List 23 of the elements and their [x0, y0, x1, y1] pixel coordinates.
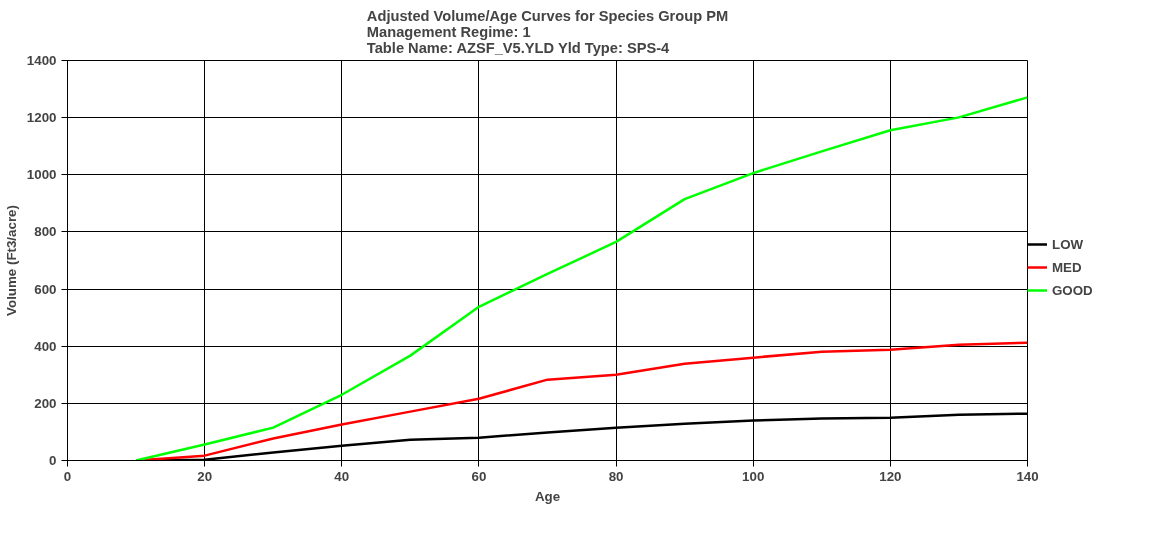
y-tick-label: 600: [34, 281, 57, 297]
x-tick-label: 140: [1016, 468, 1039, 484]
x-tick-label: 40: [334, 468, 350, 484]
y-tick-label: 200: [34, 395, 57, 411]
x-tick-label: 60: [471, 468, 487, 484]
legend-label: GOOD: [1052, 282, 1093, 298]
chart-subtitle: Management Regime: 1 Table Name: AZSF_V5.YLD Yld Type: SPS-4: [366, 23, 671, 56]
y-tick-label: 1200: [26, 110, 57, 126]
y-tick-label: 800: [34, 224, 57, 240]
chart-title: Adjusted Volume/Age Curves for Species Group PM: [366, 7, 729, 24]
x-tick-label: 20: [197, 468, 213, 484]
x-axis-title: Age: [534, 488, 561, 504]
x-tick-label: 100: [742, 468, 765, 484]
y-tick-label: 1000: [26, 167, 57, 183]
x-tick-label: 0: [63, 468, 72, 484]
x-tick-label: 120: [879, 468, 902, 484]
y-tick-label: 1400: [26, 53, 57, 68]
y-tick-label: 400: [34, 338, 57, 354]
legend-label: LOW: [1052, 236, 1084, 252]
y-axis-title: Volume (Ft3/acre): [3, 205, 19, 316]
y-tick-label: 0: [49, 453, 57, 468]
legend-label: MED: [1052, 259, 1082, 275]
x-tick-label: 80: [608, 468, 624, 484]
